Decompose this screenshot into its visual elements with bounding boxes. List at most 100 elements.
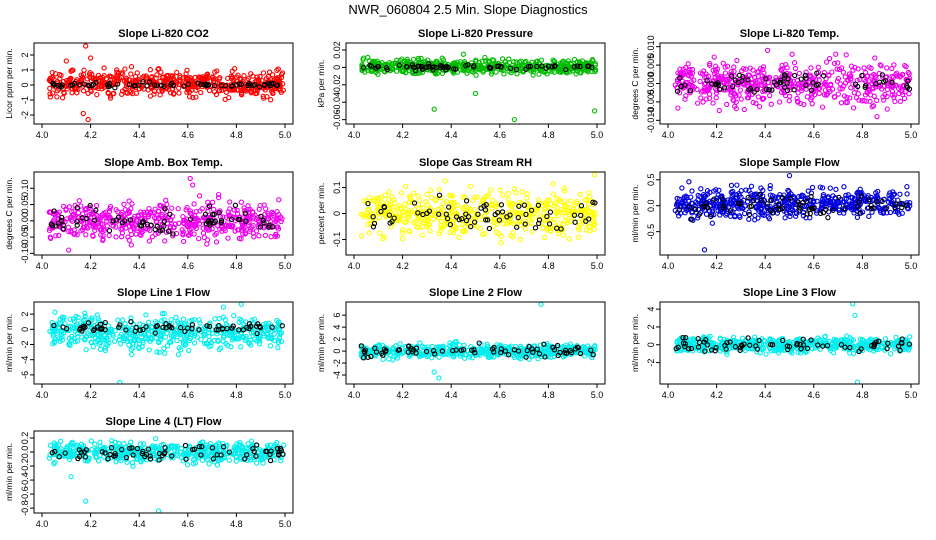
data-point	[393, 68, 400, 74]
data-point	[99, 221, 106, 227]
data-point	[418, 55, 424, 62]
x-tick-label: 4.0	[662, 130, 675, 140]
data-point-outlier	[85, 116, 91, 123]
data-point-outlier	[472, 90, 479, 97]
x-tick-label: 4.2	[396, 261, 409, 271]
data-point-selected	[161, 223, 167, 229]
data-point-outlier	[591, 172, 598, 178]
data-point	[97, 346, 104, 352]
data-point-selected	[146, 79, 153, 85]
data-point	[674, 201, 680, 207]
data-point	[128, 71, 134, 77]
data-point-selected	[447, 221, 454, 228]
data-point	[736, 92, 742, 98]
data-point	[522, 226, 529, 232]
data-point	[261, 202, 267, 208]
data-point	[566, 209, 572, 215]
data-point	[193, 208, 199, 215]
data-point-selected	[568, 349, 575, 356]
x-tick-label: 4.8	[542, 390, 555, 400]
data-point-selected	[375, 63, 381, 70]
data-point	[238, 236, 244, 242]
data-point	[585, 201, 592, 207]
data-point	[177, 78, 183, 84]
data-point	[566, 236, 573, 242]
data-point-selected	[770, 210, 776, 216]
plot-frame	[33, 301, 294, 385]
data-point	[56, 232, 62, 239]
data-point-selected	[820, 209, 827, 216]
data-point	[807, 72, 813, 78]
panel-title: Slope Sample Flow	[739, 157, 840, 169]
data-point	[884, 65, 890, 71]
data-point	[545, 225, 551, 231]
data-point-selected	[808, 193, 814, 200]
data-point	[491, 57, 497, 64]
data-point	[869, 103, 875, 110]
data-point-selected	[475, 211, 481, 217]
data-point-selected	[368, 353, 374, 360]
data-point-selected	[367, 62, 373, 69]
data-point	[198, 89, 204, 96]
data-point	[568, 60, 574, 66]
data-point-selected	[440, 64, 447, 71]
data-point	[406, 199, 413, 205]
data-point	[461, 355, 468, 361]
data-point	[240, 333, 246, 340]
data-point-selected	[178, 324, 184, 331]
data-point	[848, 85, 854, 91]
data-point	[73, 321, 80, 327]
data-point-selected	[758, 197, 764, 204]
data-point	[361, 198, 367, 204]
data-point-selected	[498, 202, 505, 208]
data-point	[202, 76, 209, 82]
data-point	[260, 93, 266, 99]
data-point	[686, 179, 692, 185]
data-point	[790, 201, 796, 207]
data-point	[760, 96, 766, 102]
data-point	[861, 65, 867, 71]
data-point-selected	[906, 86, 913, 92]
data-point	[265, 320, 272, 326]
figure-title: NWR_060804 2.5 Min. Slope Diagnostics	[348, 2, 588, 17]
data-point	[728, 89, 734, 95]
data-point-selected	[505, 352, 512, 358]
data-point	[733, 192, 740, 198]
data-point	[837, 81, 844, 87]
data-point	[720, 60, 726, 66]
data-point	[464, 70, 470, 76]
data-point	[176, 220, 182, 226]
data-point-selected	[471, 219, 478, 225]
data-point	[423, 223, 430, 230]
data-point	[679, 78, 686, 85]
data-point	[223, 340, 229, 347]
data-point	[815, 64, 821, 70]
data-point	[449, 193, 456, 199]
data-point	[747, 65, 753, 71]
data-point	[680, 71, 686, 77]
data-point	[47, 85, 53, 92]
data-point	[741, 210, 748, 217]
data-point-selected	[424, 210, 430, 216]
data-point	[730, 191, 736, 197]
data-point-selected	[486, 64, 493, 70]
data-point	[767, 182, 773, 189]
data-point-selected	[116, 214, 122, 220]
data-point	[416, 197, 423, 204]
data-point-selected	[170, 231, 176, 237]
data-point	[54, 212, 61, 218]
data-point-selected	[767, 207, 773, 213]
data-point-selected	[168, 82, 174, 88]
data-point	[586, 223, 593, 229]
data-point	[689, 188, 695, 194]
data-point	[251, 234, 257, 240]
data-point-selected	[482, 207, 489, 213]
data-point-selected	[50, 223, 56, 229]
y-tick-label: -0.02	[332, 75, 342, 96]
data-point-selected	[181, 83, 187, 89]
data-point-selected	[371, 220, 378, 227]
data-point	[809, 101, 815, 107]
data-point-selected	[719, 196, 726, 202]
data-point-selected	[463, 198, 470, 204]
data-point-selected	[676, 207, 683, 213]
